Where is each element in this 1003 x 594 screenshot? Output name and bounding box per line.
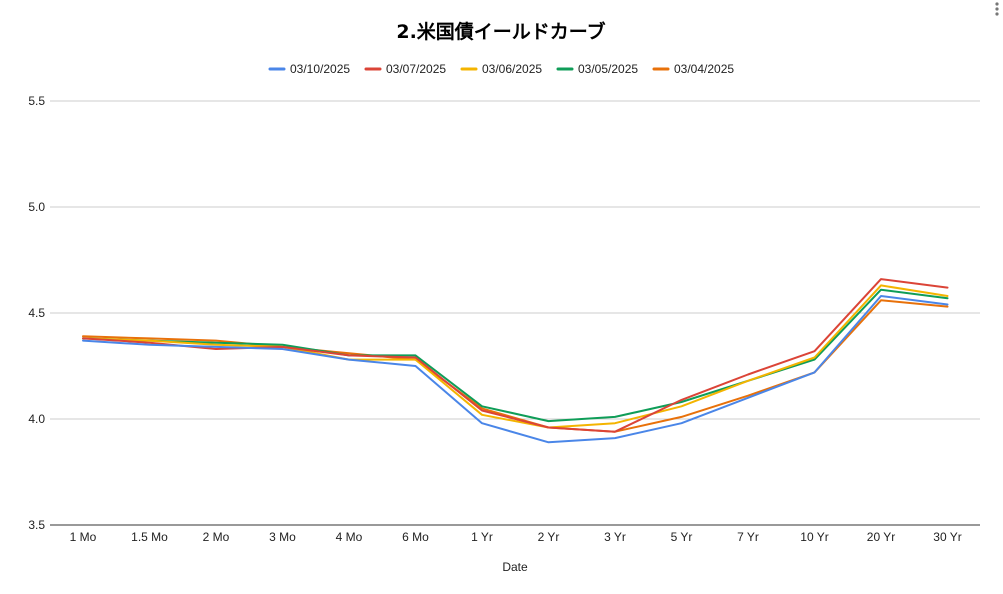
more-options-icon[interactable] [995, 2, 999, 16]
series-line-03-06-2025 [82, 284, 949, 429]
y-axis-ticks: 3.5 4.0 4.5 5.0 5.5 [28, 94, 45, 532]
x-tick-label: 1 Yr [471, 530, 493, 544]
x-tick-label: 3 Yr [604, 530, 626, 544]
y-tick-label: 5.0 [28, 200, 45, 214]
x-tick-label: 1 Mo [70, 530, 97, 544]
grid-lines [50, 100, 980, 526]
y-tick-label: 5.5 [28, 94, 45, 108]
y-tick-label: 3.5 [28, 518, 45, 532]
x-tick-label: 20 Yr [867, 530, 895, 544]
chart-legend[interactable]: 03/10/2025 03/07/2025 03/06/2025 03/05/2025… [268, 62, 734, 76]
x-tick-label: 7 Yr [737, 530, 759, 544]
series-line-03-10-2025 [82, 295, 949, 444]
legend-label: 03/10/2025 [290, 62, 350, 76]
legend-item[interactable]: 03/05/2025 [556, 62, 638, 76]
y-tick-label: 4.0 [28, 412, 45, 426]
y-tick-label: 4.5 [28, 306, 45, 320]
series-lines [82, 278, 949, 444]
x-tick-label: 10 Yr [800, 530, 828, 544]
legend-label: 03/06/2025 [482, 62, 542, 76]
x-axis-ticks: 1 Mo 1.5 Mo 2 Mo 3 Mo 4 Mo 6 Mo 1 Yr 2 Yr 3 Yr 5 … [70, 530, 962, 544]
x-tick-label: 2 Yr [538, 530, 560, 544]
x-tick-label: 2 Mo [203, 530, 230, 544]
x-tick-label: 4 Mo [336, 530, 363, 544]
legend-item[interactable]: 03/07/2025 [364, 62, 446, 76]
x-tick-label: 5 Yr [671, 530, 693, 544]
series-line-03-04-2025 [82, 299, 949, 433]
legend-label: 03/04/2025 [674, 62, 734, 76]
legend-item[interactable]: 03/04/2025 [652, 62, 734, 76]
x-tick-label: 1.5 Mo [131, 530, 168, 544]
legend-item[interactable]: 03/06/2025 [460, 62, 542, 76]
series-line-03-05-2025 [82, 288, 949, 423]
legend-label: 03/07/2025 [386, 62, 446, 76]
series-line-03-07-2025 [82, 278, 949, 433]
x-tick-label: 3 Mo [269, 530, 296, 544]
x-tick-label: 6 Mo [402, 530, 429, 544]
x-axis-title: Date [502, 560, 528, 574]
legend-label: 03/05/2025 [578, 62, 638, 76]
x-tick-label: 30 Yr [933, 530, 961, 544]
legend-item[interactable]: 03/10/2025 [268, 62, 350, 76]
chart-title: 2.米国債イールドカーブ [396, 20, 605, 43]
